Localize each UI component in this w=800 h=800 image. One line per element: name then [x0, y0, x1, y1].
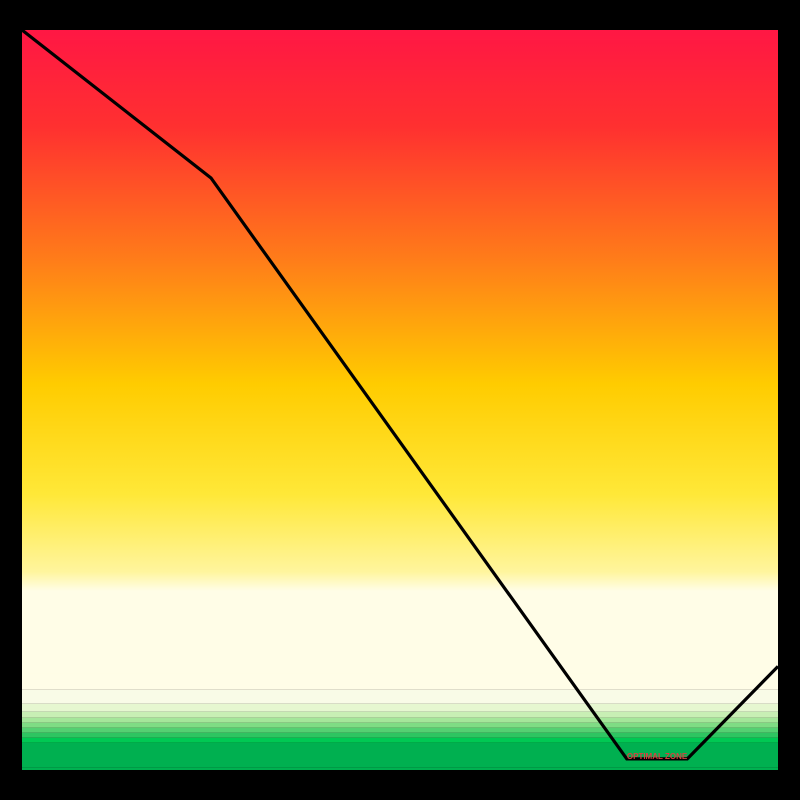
- bottleneck-chart: OPTIMAL ZONE: [0, 0, 800, 800]
- chart-border: [0, 0, 800, 30]
- chart-border: [0, 0, 22, 800]
- chart-background-band: [22, 690, 778, 704]
- chart-background-band: [22, 674, 778, 690]
- chart-background-band: [22, 718, 778, 723]
- chart-background-band: [22, 712, 778, 718]
- chart-background-band: [22, 768, 778, 770]
- chart-background-band: [22, 723, 778, 728]
- chart-background-band: [22, 733, 778, 738]
- chart-background-band: [22, 738, 778, 743]
- chart-background-gradient: [22, 30, 778, 675]
- chart-background-band: [22, 728, 778, 733]
- optimal-label: OPTIMAL ZONE: [627, 752, 688, 761]
- chart-border: [778, 0, 800, 800]
- chart-border: [0, 770, 800, 800]
- chart-background-band: [22, 704, 778, 712]
